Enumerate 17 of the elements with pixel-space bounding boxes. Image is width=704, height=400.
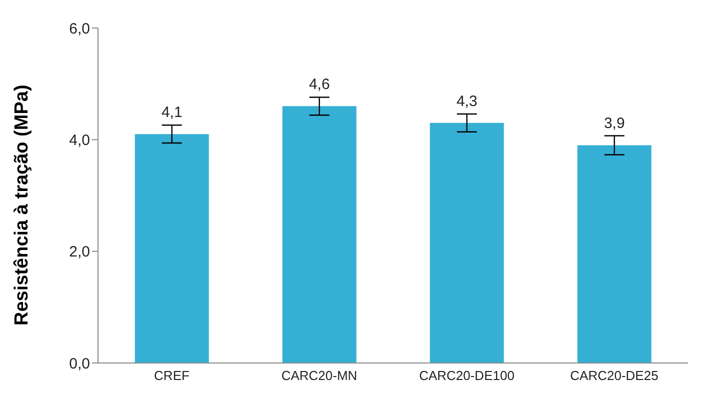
x-tick-label: CARC20-DE25 xyxy=(570,368,658,384)
bar xyxy=(430,122,504,363)
bar xyxy=(134,134,209,363)
bar xyxy=(282,106,356,363)
y-tick-label: 2,0 xyxy=(69,244,90,261)
y-tick-label: 6,0 xyxy=(69,20,90,38)
y-tick-label: 0,0 xyxy=(69,355,90,372)
data-label: 4,3 xyxy=(456,92,478,110)
x-tick-label: CARC20-MN xyxy=(281,368,358,384)
y-tick-label: 4,0 xyxy=(69,132,90,149)
x-tick-label: CARC20-DE100 xyxy=(419,368,514,384)
data-label: 4,6 xyxy=(308,76,330,94)
data-label: 3,9 xyxy=(604,114,625,132)
bar xyxy=(577,145,652,363)
y-axis-title: Resistência à tração (MPa) xyxy=(12,84,33,326)
x-tick-label: CREF xyxy=(154,368,190,384)
data-label: 4,1 xyxy=(161,104,182,122)
